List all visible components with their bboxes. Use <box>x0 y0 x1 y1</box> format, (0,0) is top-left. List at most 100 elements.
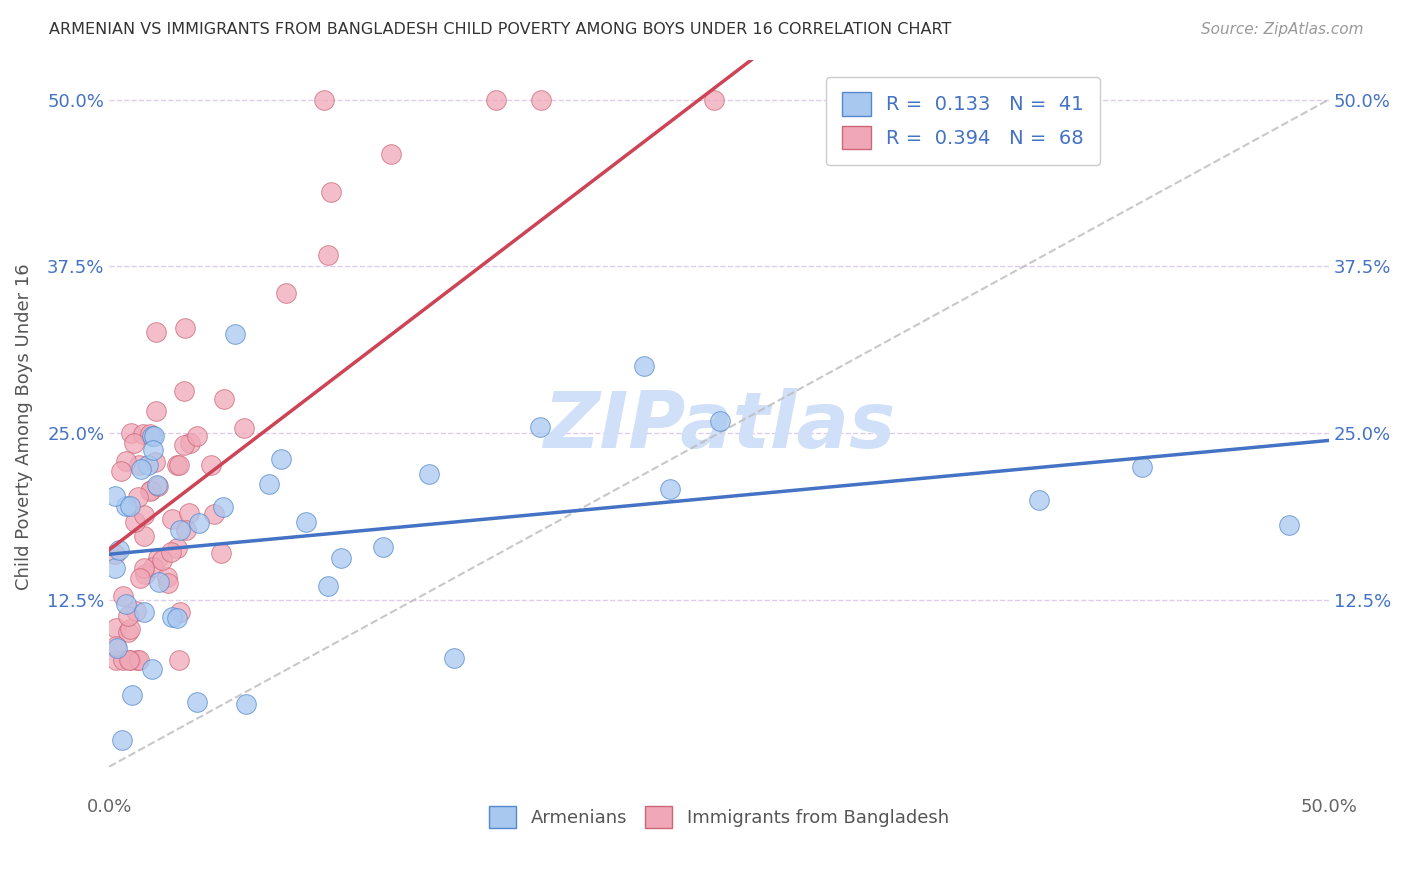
Point <box>709 414 731 428</box>
Point <box>118 653 141 667</box>
Point <box>202 507 225 521</box>
Point <box>157 576 180 591</box>
Point <box>142 442 165 457</box>
Point <box>224 326 246 341</box>
Point <box>105 621 128 635</box>
Text: ARMENIAN VS IMMIGRANTS FROM BANGLADESH CHILD POVERTY AMONG BOYS UNDER 16 CORRELA: ARMENIAN VS IMMIGRANTS FROM BANGLADESH C… <box>49 22 952 37</box>
Point <box>132 508 155 523</box>
Point <box>139 427 162 442</box>
Point <box>142 560 165 574</box>
Point <box>918 93 941 107</box>
Point <box>160 610 183 624</box>
Point <box>212 392 235 406</box>
Point <box>173 438 195 452</box>
Point <box>1028 493 1050 508</box>
Point <box>187 516 209 531</box>
Point <box>118 500 141 514</box>
Point <box>633 359 655 373</box>
Point <box>1130 460 1153 475</box>
Point <box>112 589 135 603</box>
Point <box>174 320 197 334</box>
Point <box>125 653 148 667</box>
Point <box>132 529 155 543</box>
Point <box>295 515 318 529</box>
Legend: Armenians, Immigrants from Bangladesh: Armenians, Immigrants from Bangladesh <box>482 799 956 836</box>
Point <box>132 605 155 619</box>
Point <box>124 515 146 529</box>
Point <box>529 419 551 434</box>
Point <box>128 458 150 472</box>
Point <box>118 653 141 667</box>
Point <box>111 733 134 747</box>
Point <box>212 500 235 514</box>
Point <box>659 482 682 496</box>
Point <box>316 579 339 593</box>
Point <box>166 541 188 556</box>
Point <box>121 688 143 702</box>
Point <box>134 566 156 581</box>
Point <box>129 572 152 586</box>
Point <box>167 653 190 667</box>
Point <box>169 605 191 619</box>
Point <box>166 458 188 472</box>
Point <box>120 425 142 440</box>
Point <box>380 147 402 161</box>
Point <box>167 458 190 472</box>
Point <box>162 512 184 526</box>
Point <box>136 458 159 473</box>
Point <box>330 551 353 566</box>
Point <box>209 546 232 560</box>
Point <box>156 570 179 584</box>
Point <box>143 429 166 443</box>
Point <box>145 325 167 339</box>
Point <box>132 427 155 442</box>
Point <box>186 695 208 709</box>
Point <box>148 574 170 589</box>
Point <box>316 248 339 262</box>
Point <box>169 523 191 537</box>
Point <box>257 476 280 491</box>
Point <box>111 653 134 667</box>
Point <box>105 640 128 654</box>
Point <box>703 93 725 107</box>
Point <box>270 452 292 467</box>
Point <box>931 93 953 107</box>
Point <box>118 623 141 637</box>
Y-axis label: Child Poverty Among Boys Under 16: Child Poverty Among Boys Under 16 <box>15 263 32 590</box>
Point <box>139 483 162 498</box>
Point <box>110 464 132 478</box>
Text: Source: ZipAtlas.com: Source: ZipAtlas.com <box>1201 22 1364 37</box>
Point <box>132 561 155 575</box>
Point <box>143 455 166 469</box>
Point <box>127 490 149 504</box>
Point <box>141 429 163 443</box>
Point <box>141 662 163 676</box>
Point <box>104 561 127 575</box>
Point <box>108 542 131 557</box>
Point <box>200 458 222 473</box>
Point <box>117 609 139 624</box>
Point <box>150 553 173 567</box>
Point <box>418 467 440 481</box>
Point <box>160 544 183 558</box>
Point <box>117 624 139 639</box>
Point <box>173 384 195 398</box>
Point <box>115 597 138 611</box>
Point <box>373 540 395 554</box>
Point <box>105 640 128 655</box>
Point <box>104 490 127 504</box>
Point <box>177 506 200 520</box>
Point <box>179 435 201 450</box>
Point <box>1278 518 1301 533</box>
Point <box>129 461 152 475</box>
Point <box>530 93 553 107</box>
Text: ZIPatlas: ZIPatlas <box>543 389 896 465</box>
Point <box>274 285 297 300</box>
Point <box>145 404 167 418</box>
Point <box>485 93 508 107</box>
Point <box>148 479 170 493</box>
Point <box>319 185 342 199</box>
Point <box>166 611 188 625</box>
Point <box>105 653 128 667</box>
Point <box>128 653 150 667</box>
